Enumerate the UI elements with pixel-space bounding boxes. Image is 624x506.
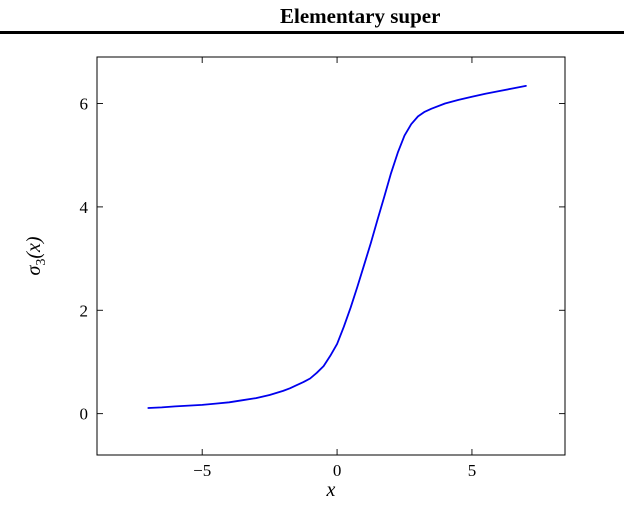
y-tick-label: 6 <box>80 95 89 114</box>
y-axis-label: σ3(x) <box>23 236 49 275</box>
curve-sigma_3 <box>147 85 527 409</box>
x-tick-label: 5 <box>468 461 477 480</box>
y-tick-label: 2 <box>80 301 89 320</box>
header-rule <box>0 31 624 34</box>
x-axis-label: x <box>326 479 336 501</box>
x-tick-label: −5 <box>193 461 211 480</box>
x-tick-label: 0 <box>333 461 342 480</box>
plot-frame <box>96 56 566 456</box>
paper-header-title: Elementary super <box>280 4 441 28</box>
y-tick-label: 4 <box>80 198 89 217</box>
y-tick-label: 0 <box>80 405 89 424</box>
